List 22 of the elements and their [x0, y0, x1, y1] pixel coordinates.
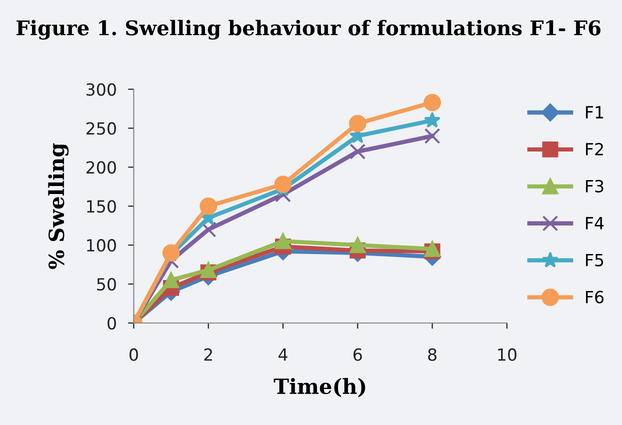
y-tick-label: 300 — [86, 83, 116, 96]
chart-title: Figure 1. Swelling behaviour of formulations F1- F6 — [16, 20, 600, 40]
legend-label: F4 — [586, 217, 604, 230]
x-tick-label: 0 — [130, 348, 138, 361]
legend-label: F3 — [586, 180, 604, 192]
legend-label: F2 — [586, 142, 603, 156]
y-tick-label: 50 — [97, 278, 116, 291]
x-tick-label: 6 — [354, 348, 362, 361]
y-axis-title: % Swelling — [48, 143, 69, 269]
y-tick-label: 250 — [86, 122, 116, 135]
x-tick-label: 8 — [428, 348, 436, 361]
legend-label: F5 — [586, 254, 604, 266]
legend-label: F6 — [586, 290, 604, 304]
x-axis-title: Time(h) — [274, 378, 366, 398]
y-tick-label: 0 — [108, 316, 116, 330]
y-tick-label: 150 — [87, 200, 116, 213]
x-tick-label: 10 — [498, 348, 516, 361]
y-tick-label: 100 — [87, 239, 116, 252]
x-tick-label: 2 — [204, 348, 212, 361]
x-tick-label: 4 — [278, 348, 288, 361]
y-tick-label: 200 — [86, 161, 116, 174]
legend-label: F1 — [586, 106, 604, 118]
